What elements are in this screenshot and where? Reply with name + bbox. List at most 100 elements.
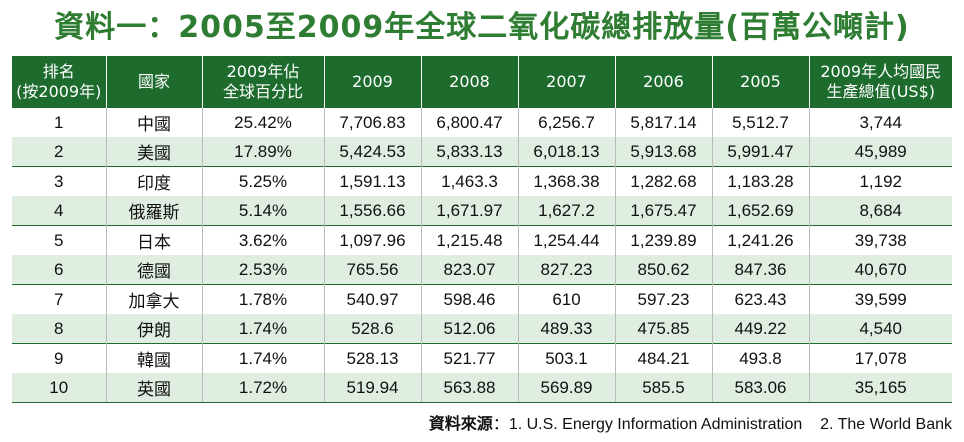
table-cell: 5,833.13 xyxy=(420,137,518,167)
table-cell: 3,744 xyxy=(808,108,952,137)
table-cell: 827.23 xyxy=(517,255,615,285)
column-header-line: 全球百分比 xyxy=(222,82,303,101)
column-header: 2006 xyxy=(614,56,712,108)
table-row: 5 日本 3.62% 1,097.96 1,215.48 1,254.44 1,239.89… xyxy=(12,225,952,255)
table-cell: 伊朗 xyxy=(105,314,202,344)
column-header-line: 國家 xyxy=(137,72,170,91)
table-cell: 韓國 xyxy=(105,343,202,373)
table-cell: 2.53% xyxy=(201,255,324,285)
table-cell: 6,800.47 xyxy=(420,108,518,137)
table-cell: 2 xyxy=(12,137,106,167)
table-cell: 1,239.89 xyxy=(614,225,712,255)
table-cell: 7 xyxy=(12,284,106,314)
table-cell: 484.21 xyxy=(614,343,712,373)
column-header-line: 2006 xyxy=(643,72,684,91)
table-cell: 623.43 xyxy=(711,284,809,314)
table-cell: 1.72% xyxy=(201,373,324,403)
column-header: 2009年佔 全球百分比 xyxy=(201,56,324,108)
table-cell: 5,817.14 xyxy=(614,108,712,137)
table-cell: 585.5 xyxy=(614,373,712,403)
table-cell: 1,675.47 xyxy=(614,196,712,226)
table-cell: 540.97 xyxy=(323,284,421,314)
table-cell: 765.56 xyxy=(323,255,421,285)
column-header: 2009 xyxy=(323,56,421,108)
source-text: ：1. U.S. Energy Information Administrati… xyxy=(492,416,952,433)
column-header-line: 2007 xyxy=(546,72,587,91)
table-cell: 6,018.13 xyxy=(517,137,615,167)
table-row: 4 俄羅斯 5.14% 1,556.66 1,671.97 1,627.2 1,675.47… xyxy=(12,196,952,226)
table-cell: 1,652.69 xyxy=(711,196,809,226)
table-cell: 519.94 xyxy=(323,373,421,403)
table-cell: 449.22 xyxy=(711,314,809,344)
table-cell: 1,368.38 xyxy=(517,166,615,196)
table-cell: 6,256.7 xyxy=(517,108,615,137)
column-header: 排名 (按2009年) xyxy=(12,56,106,108)
table-row: 9 韓國 1.74% 528.13 521.77 503.1 484.21 493.8 17,0… xyxy=(12,343,952,373)
table-body: 1 中國 25.42% 7,706.83 6,800.47 6,256.7 5,817.14… xyxy=(12,108,952,403)
table-cell: 4 xyxy=(12,196,106,226)
table-cell: 493.8 xyxy=(711,343,809,373)
table-cell: 1,591.13 xyxy=(323,166,421,196)
column-header: 2007 xyxy=(517,56,615,108)
table-cell: 8 xyxy=(12,314,106,344)
table-cell: 7,706.83 xyxy=(323,108,421,137)
source-note: 資料來源：1. U.S. Energy Information Administ… xyxy=(429,410,952,438)
table-cell: 5 xyxy=(12,225,106,255)
table-row: 7 加拿大 1.78% 540.97 598.46 610 597.23 623.43 39,5… xyxy=(12,284,952,314)
table-row: 6 德國 2.53% 765.56 823.07 827.23 850.62 847.36 40… xyxy=(12,255,952,285)
table-cell: 印度 xyxy=(105,166,202,196)
table-cell: 1.74% xyxy=(201,343,324,373)
table-cell: 日本 xyxy=(105,225,202,255)
table-cell: 1,282.68 xyxy=(614,166,712,196)
table-cell: 1,183.28 xyxy=(711,166,809,196)
table-cell: 8,684 xyxy=(808,196,952,226)
table-cell: 6 xyxy=(12,255,106,285)
table-cell: 中國 xyxy=(105,108,202,137)
column-header: 2009年人均國民 生產總值(US$) xyxy=(808,56,952,108)
table-cell: 5,991.47 xyxy=(711,137,809,167)
column-header-line: (按2009年) xyxy=(16,82,102,101)
column-header-line: 排名 xyxy=(42,62,75,81)
column-header-line: 2009年人均國民 xyxy=(820,62,942,81)
column-header-line: 2009年佔 xyxy=(226,62,300,81)
table-row: 10 英國 1.72% 519.94 563.88 569.89 585.5 583.06 35… xyxy=(12,373,952,403)
table-cell: 1,627.2 xyxy=(517,196,615,226)
source-label: 資料來源 xyxy=(428,414,493,433)
table-cell: 5,512.7 xyxy=(711,108,809,137)
table-cell: 850.62 xyxy=(614,255,712,285)
table-cell: 5,913.68 xyxy=(614,137,712,167)
table-cell: 美國 xyxy=(105,137,202,167)
table-cell: 5,424.53 xyxy=(323,137,421,167)
table-cell: 563.88 xyxy=(420,373,518,403)
table-cell: 5.25% xyxy=(201,166,324,196)
table-cell: 39,738 xyxy=(808,225,952,255)
table-row: 1 中國 25.42% 7,706.83 6,800.47 6,256.7 5,817.14… xyxy=(12,108,952,137)
table-cell: 1.78% xyxy=(201,284,324,314)
table-cell: 598.46 xyxy=(420,284,518,314)
table-cell: 俄羅斯 xyxy=(105,196,202,226)
table-cell: 4,540 xyxy=(808,314,952,344)
header-row: 排名 (按2009年) 國家 2009年佔 全球百分比 2009 2008 2007 2006 2… xyxy=(12,56,952,108)
column-header-line: 2005 xyxy=(740,72,781,91)
table-cell: 1,463.3 xyxy=(420,166,518,196)
column-header-line: 2009 xyxy=(352,72,393,91)
table-cell: 512.06 xyxy=(420,314,518,344)
table-cell: 1,097.96 xyxy=(323,225,421,255)
table-row: 3 印度 5.25% 1,591.13 1,463.3 1,368.38 1,282.68 1… xyxy=(12,166,952,196)
table-cell: 597.23 xyxy=(614,284,712,314)
table-cell: 503.1 xyxy=(517,343,615,373)
column-header: 國家 xyxy=(105,56,202,108)
table-cell: 1.74% xyxy=(201,314,324,344)
table-cell: 3.62% xyxy=(201,225,324,255)
emissions-table: 排名 (按2009年) 國家 2009年佔 全球百分比 2009 2008 2007 2006 2… xyxy=(12,56,952,403)
table-cell: 1,671.97 xyxy=(420,196,518,226)
table-cell: 35,165 xyxy=(808,373,952,403)
table-cell: 583.06 xyxy=(711,373,809,403)
table-cell: 610 xyxy=(517,284,615,314)
table-cell: 45,989 xyxy=(808,137,952,167)
table-cell: 英國 xyxy=(105,373,202,403)
table-cell: 10 xyxy=(12,373,106,403)
table-cell: 489.33 xyxy=(517,314,615,344)
column-header-line: 2008 xyxy=(449,72,490,91)
table-cell: 528.6 xyxy=(323,314,421,344)
